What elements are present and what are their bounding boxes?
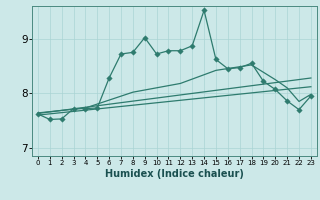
X-axis label: Humidex (Indice chaleur): Humidex (Indice chaleur): [105, 169, 244, 179]
